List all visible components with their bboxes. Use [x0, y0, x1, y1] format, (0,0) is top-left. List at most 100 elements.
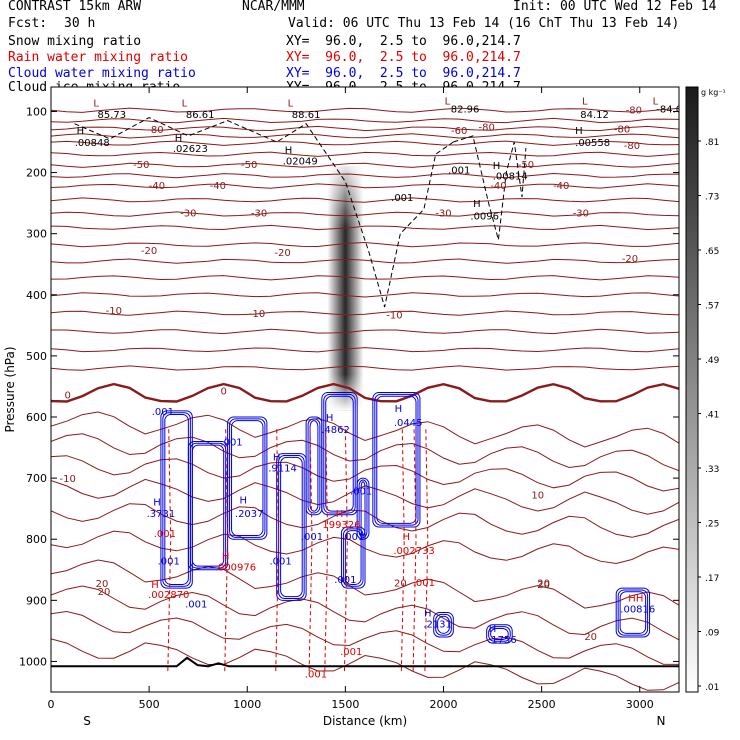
x-axis-label: Distance (km) [323, 714, 407, 728]
temperature-contour-line [51, 151, 679, 157]
plot-background [51, 87, 679, 692]
cloud-water-contour [374, 393, 419, 526]
temperature-contour-line [51, 638, 679, 691]
extremum-label: .00814 [493, 172, 528, 183]
temperature-contour-label: 20 [537, 579, 550, 590]
cloud-water-contour [321, 392, 358, 516]
temperature-contour-line [51, 107, 679, 113]
temperature-contour-line [51, 275, 679, 281]
colorbar-tick-label: .41 [705, 411, 719, 421]
rain-water-contour [308, 429, 313, 674]
cloud-water-contour [490, 627, 509, 640]
temperature-contour-line [51, 365, 679, 371]
cloud-water-contour [307, 418, 321, 514]
extremum-label: H [336, 509, 344, 520]
y-tick-label: 500 [26, 350, 47, 363]
cloud-water-contour [486, 624, 513, 644]
temperature-contour-line [51, 133, 679, 139]
temperature-contour-label: -80 [147, 125, 163, 136]
temperature-contour-label: -40 [210, 181, 226, 192]
rain-water-contour [424, 429, 429, 674]
x-tick-label: 1000 [233, 698, 261, 711]
extremum-label: H [473, 199, 481, 210]
cloud-water-contour [191, 444, 225, 567]
temperature-contour-line [51, 610, 679, 665]
rain-water-contour [167, 429, 172, 674]
temperature-contour-label: -20 [622, 254, 638, 265]
extremum-label: L [653, 96, 659, 107]
extremum-label: H [489, 624, 497, 635]
extremum-label: .0445 [394, 418, 423, 429]
legend-rain-xy: XY= 96.0, 2.5 to 96.0,214.7 [286, 50, 521, 65]
cloud-ice-contour [453, 135, 527, 240]
cloud-water-contour [488, 626, 511, 642]
extremum-label: .00816 [620, 604, 655, 615]
cloud-water-contour [323, 393, 356, 514]
temperature-contour-line [51, 224, 679, 231]
x-tick-label: 2500 [528, 698, 556, 711]
extremum-label: .001 [342, 532, 364, 543]
extremum-label: .00558 [575, 138, 610, 149]
cloud-water-contour [340, 526, 366, 589]
snow-band-fade [327, 166, 364, 411]
extremum-label: .02623 [173, 144, 208, 155]
temperature-contour-label: 20 [394, 579, 407, 590]
temperature-contour-label: -30 [573, 208, 589, 219]
temperature-contour-line [51, 211, 679, 217]
extremum-label: .2131 [423, 620, 452, 631]
temperature-contour-line [51, 117, 679, 124]
extremum-label: L [182, 98, 188, 109]
colorbar-tick-label: .33 [705, 465, 719, 475]
temperature-contour-label: -80 [479, 123, 495, 134]
x-tick-label: 3000 [626, 698, 654, 711]
temperature-contour-label: 10 [531, 491, 544, 502]
extremum-label: .001 [448, 166, 470, 177]
temperature-contour-label: -10 [386, 310, 402, 321]
cloud-water-contour [276, 453, 307, 601]
extremum-label: .0096 [470, 211, 499, 222]
extremum-label: H [326, 413, 334, 424]
extremum-label: 82.96 [451, 104, 480, 115]
extremum-label: H [240, 496, 248, 507]
y-tick-label: 900 [26, 594, 47, 607]
extremum-label: H [493, 161, 501, 172]
cloud-water-contour [617, 589, 649, 636]
colorbar-tick-label: .73 [705, 193, 719, 203]
extremum-label: .001 [334, 575, 356, 586]
extremum-label: .001 [413, 578, 435, 589]
model-title: CONTRAST 15km ARW [8, 0, 142, 14]
temperature-contour-label: -50 [518, 160, 534, 171]
extremum-label: 84.12 [580, 110, 609, 121]
y-tick-label: 600 [26, 411, 47, 424]
cloud-water-contour [372, 392, 421, 528]
temperature-contour-line [51, 411, 679, 448]
temperature-contour-label: -60 [451, 126, 467, 137]
temperature-contour-label: -30 [180, 208, 196, 219]
colorbar-tick-label: .17 [705, 574, 719, 584]
extremum-label: .1756 [488, 635, 517, 646]
temperature-contour-line [51, 183, 679, 189]
temperature-contour-line [51, 197, 679, 203]
cloud-water-contour [619, 591, 647, 634]
temperature-contour-line [51, 433, 679, 472]
rain-water-contour [412, 429, 417, 674]
terrain-line [51, 656, 679, 668]
temperature-contour-line [51, 241, 679, 248]
cloud-water-contour [278, 455, 305, 599]
temperature-contour-line [51, 162, 679, 168]
temperature-contour-line [51, 125, 679, 132]
y-tick-label: 400 [26, 289, 47, 302]
extremum-label: .002870 [148, 590, 189, 601]
temperature-contour-label: -40 [553, 181, 569, 192]
legend-cloudwater-label: Cloud water mixing ratio [8, 66, 196, 81]
legend-snow-xy: XY= 96.0, 2.5 to 96.0,214.7 [286, 34, 521, 49]
cloud-water-contour [376, 395, 417, 524]
legend-cloudwater-xy: XY= 96.0, 2.5 to 96.0,214.7 [286, 66, 521, 81]
extremum-label: 88.61 [292, 110, 321, 121]
cloud-ice-contour [74, 117, 454, 308]
extremum-label: .2037 [235, 509, 264, 520]
extremum-label: .001 [158, 557, 180, 568]
extremum-label: .001 [220, 437, 242, 448]
y-tick-label: 800 [26, 533, 47, 546]
colorbar-tick-label: .25 [705, 520, 719, 530]
